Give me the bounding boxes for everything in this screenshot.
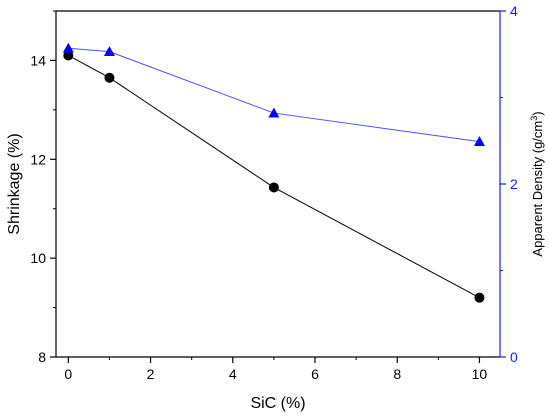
left-y-tick-label: 8 [38, 349, 46, 365]
x-tick-label: 4 [229, 366, 237, 382]
x-tick-label: 6 [311, 366, 319, 382]
tick-marks [50, 10, 506, 363]
x-tick-label: 2 [147, 366, 155, 382]
right-y-axis-title-superscript: 3 [529, 116, 539, 121]
series-1-point [63, 50, 74, 61]
tick-labels: 0 2 4 6 8 10 8 10 12 14 0 2 4 [30, 3, 518, 382]
x-tick-label: 8 [393, 366, 401, 382]
right-y-tick-label: 0 [510, 349, 518, 365]
right-y-axis-title-suffix: ) [530, 111, 545, 115]
left-y-axis-title: Shrinkage (%) [6, 133, 23, 234]
x-tick-label: 0 [64, 366, 72, 382]
right-y-axis-title-main: Apparent Density (g/cm [530, 121, 545, 257]
series-1-point [474, 292, 485, 303]
right-y-tick-label: 2 [510, 176, 518, 192]
series-1-point [104, 72, 115, 83]
left-y-tick-label: 12 [30, 151, 46, 167]
series-2-line [68, 47, 480, 143]
series-2-point [268, 107, 280, 118]
series-2-point [103, 46, 115, 57]
series-2-point [473, 136, 485, 147]
right-y-tick-label: 4 [510, 3, 518, 19]
left-y-tick-label: 10 [30, 250, 46, 266]
series-1-line [68, 55, 480, 299]
x-axis-title: SiC (%) [250, 395, 305, 412]
x-tick-label: 10 [472, 366, 488, 382]
right-y-axis-title: Apparent Density (g/cm3) [529, 111, 545, 256]
left-y-tick-label: 14 [30, 52, 46, 68]
series-1-point [268, 182, 279, 193]
series-2-point [62, 42, 74, 53]
series-layer [62, 42, 485, 303]
